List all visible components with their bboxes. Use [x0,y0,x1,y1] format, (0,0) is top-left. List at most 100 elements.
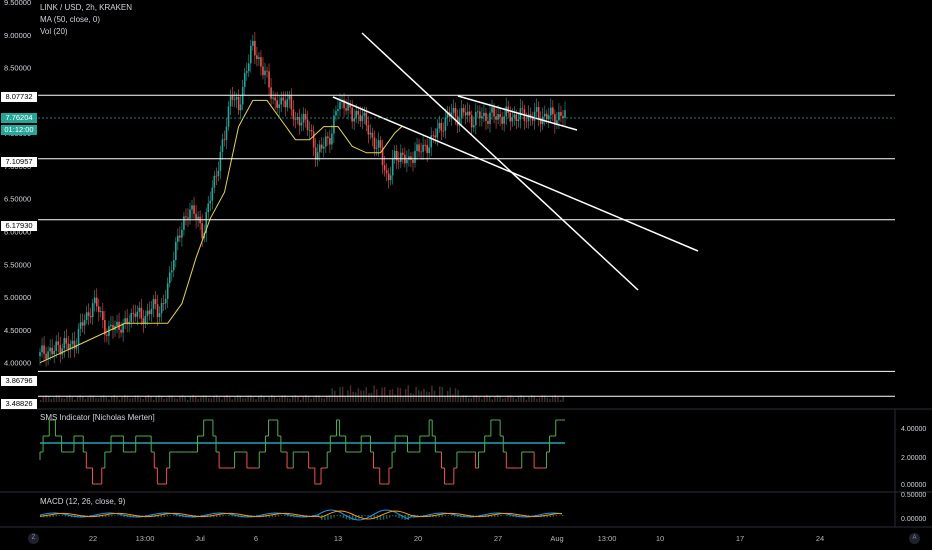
volume-bar [163,398,165,402]
macd-histogram-bar [55,515,57,517]
candle-body [537,107,540,118]
macd-histogram-bar [370,515,372,519]
ma-line[interactable] [39,99,403,364]
candle-body [276,100,278,108]
auto-scale-button[interactable]: A [909,533,920,544]
sms-indicator-plot[interactable] [39,419,566,485]
candle-body [205,212,208,233]
volume-bars [40,385,564,402]
candle-body [100,311,102,313]
candle-body [505,106,508,117]
candle-body [239,104,242,111]
candle-body [136,311,139,317]
macd-histogram-bar [253,515,255,516]
candle-body [75,345,78,349]
vol-legend[interactable]: Vol (20) [40,27,68,36]
candle-body [383,165,386,171]
ma-legend[interactable]: MA (50, close, 0) [40,15,101,24]
volume-bar [504,398,507,402]
candle-body [412,159,414,163]
candle-body [322,146,325,149]
candle-body [201,223,203,239]
candle-body [97,306,100,313]
volume-bar [218,397,220,402]
zoom-button[interactable]: Z [28,533,39,544]
candle-body [560,112,562,116]
candle-body [51,347,53,355]
macd-histogram-bar [447,515,450,516]
candle-body [355,110,358,119]
candle-body [491,107,493,113]
volume-bar [428,391,430,402]
volume-bar [74,399,76,402]
candle-body [268,71,270,88]
candle-body [298,116,301,126]
volume-bar [486,395,488,402]
macd-histogram-bar [382,515,385,520]
macd-histogram-bar [283,515,286,516]
volume-bar [394,394,396,402]
macd-histogram-bar [355,515,357,520]
candle-body [189,209,191,219]
volume-bar [171,395,173,402]
macd-histogram-bar [67,515,70,517]
macd-histogram-bar [475,515,477,516]
candle-body [154,299,157,305]
macd-histogram-bar [274,515,277,517]
candle-body [550,107,552,116]
volume-bar [425,391,428,402]
candle-body [521,108,524,110]
macd-histogram-bar [169,515,172,516]
volume-bar [173,397,176,402]
volume-bar [226,395,228,402]
sms-legend[interactable]: SMS Indicator [Nicholas Merten] [40,413,155,422]
candle-body [554,114,556,125]
candle-body [343,99,345,109]
macd-histogram-bar [392,515,394,516]
candle-body [284,100,287,108]
y-tick-label: 9.00000 [4,31,31,40]
macd-histogram-bar [493,515,496,518]
time-axis-labels[interactable]: 22 13:00 Jul 6 13 20 27 Aug 13:00 10 17 24 [89,534,824,543]
candle-body [466,111,469,116]
indicator-axis-label: 0.50000 [901,492,926,499]
macd-histogram-bar [141,515,144,516]
candlestick-series[interactable] [39,32,566,367]
volume-bar [134,395,136,402]
macd-histogram-bar [145,515,147,516]
macd-histogram-bar [290,515,292,517]
macd-histogram-bar [228,515,230,516]
macd-histogram-bar [373,515,376,520]
volume-bar [533,395,535,402]
candle-body [440,123,443,131]
candle-body [470,115,473,128]
macd-histogram-bar [299,515,301,518]
candle-body [452,107,455,113]
volume-bar [231,399,234,402]
candle-body [391,158,394,176]
macd-legend[interactable]: MACD (12, 26, close, 9) [40,497,126,506]
trend-channel[interactable] [332,32,699,291]
macd-histogram-bar [521,515,524,518]
macd-histogram-bar [527,515,530,517]
symbol-legend[interactable]: LINK / USD, 2h, KRAKEN [40,3,133,12]
candle-body [138,307,141,312]
macd-histogram-bar [466,515,468,518]
volume-bar [507,395,509,402]
volume-bar [331,388,333,402]
candle-body [511,117,514,122]
macd-histogram-bar [500,515,502,517]
candle-body [349,104,351,108]
horizontal-levels[interactable] [38,94,895,397]
price-axis-labels[interactable]: 9.500009.000008.500007.500007.000006.500… [4,0,31,368]
volume-bar [491,399,493,402]
volume-bar [113,395,115,402]
macd-plot[interactable] [39,509,564,521]
candle-body [397,160,400,162]
candle-body [87,312,90,316]
candle-body [262,66,264,76]
candle-body [331,133,333,145]
indicator-axis-label: 2.00000 [901,455,926,462]
macd-histogram-bar [231,515,233,517]
